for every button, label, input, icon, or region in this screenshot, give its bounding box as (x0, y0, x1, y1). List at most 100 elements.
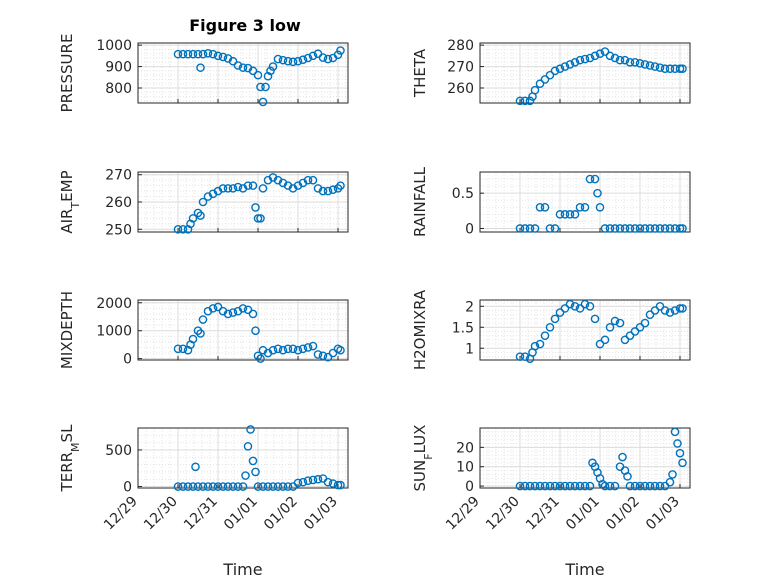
data-point (545, 322, 555, 332)
data-point (303, 175, 313, 185)
data-point (203, 48, 213, 58)
data-point (515, 96, 525, 106)
data-point (570, 481, 580, 491)
grid-lines (479, 172, 690, 232)
data-point (615, 224, 625, 233)
data-point (261, 82, 270, 92)
data-point (575, 481, 585, 491)
data-point (191, 462, 200, 472)
data-point (570, 57, 580, 67)
y-tick-label: 270 (447, 60, 474, 76)
data-point (233, 482, 243, 491)
data-point (555, 481, 565, 491)
data-point (645, 61, 655, 70)
data-point (610, 316, 620, 326)
data-point (655, 63, 665, 72)
figure-title: Figure 3 low (189, 16, 301, 35)
data-point (623, 472, 632, 481)
data-point (193, 482, 203, 491)
data-point (178, 482, 188, 491)
data-point (268, 482, 278, 491)
data-point (308, 341, 318, 351)
data-point (256, 82, 265, 92)
data-point (530, 224, 540, 233)
data-point (670, 427, 680, 437)
data-point (550, 481, 560, 491)
y-axis-label: AIRTEMP (58, 170, 82, 233)
data-point (615, 318, 625, 328)
data-point (515, 224, 525, 233)
data-point (243, 305, 253, 315)
subplot-rainfall: 0 0.5 RAINFALL (411, 166, 691, 237)
data-point (675, 64, 685, 74)
data-point (630, 481, 640, 491)
subplot-mixdepth: 0 1000 2000 MIXDEPTH (58, 291, 349, 369)
data-point (635, 59, 645, 68)
data-point (665, 224, 675, 233)
y-axis-label: MIXDEPTH (58, 291, 76, 369)
data-point (555, 210, 565, 219)
data-point (535, 481, 545, 491)
y-tick-label: 260 (105, 195, 132, 211)
data-point (675, 448, 685, 458)
data-point (333, 184, 343, 193)
data-point (228, 482, 238, 491)
y-tick-label: 20 (456, 440, 474, 456)
data-point (251, 467, 260, 477)
data-point (308, 175, 318, 185)
data-point (268, 345, 278, 355)
data-point (570, 210, 580, 219)
x-tick-label: 01/02 (603, 494, 643, 534)
data-point (228, 56, 238, 66)
data-point (208, 304, 218, 313)
y-tick-label: 270 (105, 168, 132, 184)
data-point (258, 482, 268, 491)
data-point (565, 60, 575, 69)
data-point (600, 224, 610, 233)
data-point (605, 224, 615, 233)
data-point (188, 214, 198, 223)
data-point (288, 344, 298, 354)
data-point (241, 471, 250, 480)
data-point (678, 458, 687, 468)
data-point (263, 482, 273, 491)
y-tick-label: 1.5 (452, 320, 474, 336)
y-tick-label: 280 (447, 38, 474, 54)
data-point (336, 480, 345, 490)
data-point (298, 477, 308, 487)
data-point (640, 318, 650, 328)
data-point (248, 181, 258, 190)
y-tick-label: 2000 (96, 296, 132, 312)
x-tick-label: 12/31 (181, 494, 221, 534)
data-point (580, 202, 590, 212)
y-tick-label: 800 (105, 81, 132, 97)
data-point (318, 186, 328, 196)
data-point (605, 481, 615, 491)
grid-lines (137, 428, 348, 488)
data-point (575, 304, 585, 313)
data-point (213, 302, 223, 312)
data-point (208, 49, 218, 59)
data-point (535, 339, 545, 349)
data-point (678, 304, 687, 313)
grid-lines (137, 172, 348, 232)
data-point (278, 482, 288, 491)
data-point (318, 351, 328, 361)
data-point (665, 64, 675, 74)
data-point (258, 97, 268, 107)
data-point (635, 224, 645, 233)
data-point (660, 64, 670, 74)
data-point (640, 224, 650, 233)
y-tick-label: 260 (447, 81, 474, 97)
grid-lines (479, 300, 690, 360)
data-point (650, 481, 660, 491)
data-point (246, 425, 255, 434)
data-point (585, 301, 595, 311)
data-point (233, 182, 243, 192)
plot-area (480, 43, 690, 103)
data-point (273, 54, 283, 64)
data-point (328, 348, 338, 358)
data-point (193, 49, 203, 59)
data-point (650, 306, 660, 315)
data-point (650, 224, 660, 233)
